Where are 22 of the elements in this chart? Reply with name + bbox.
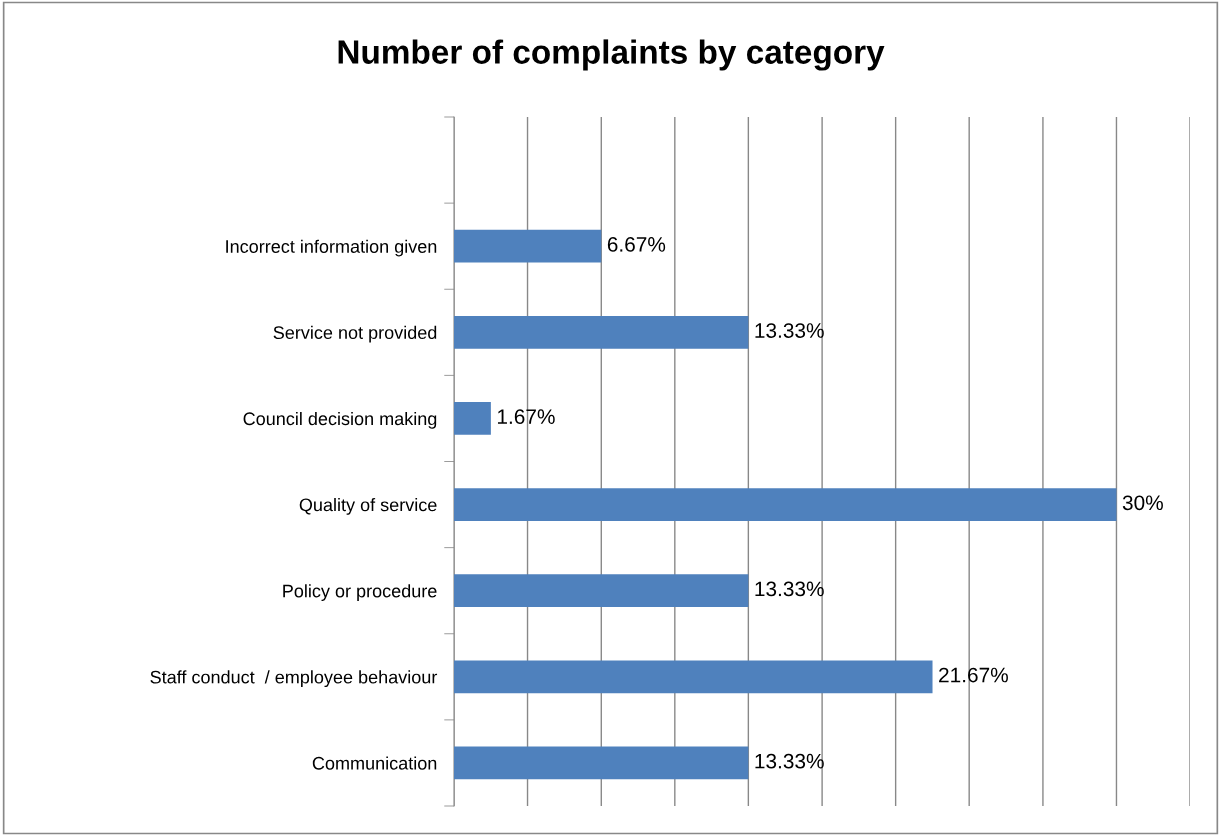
bar <box>454 229 602 263</box>
data-label: 13.33% <box>755 581 824 597</box>
bar <box>454 660 933 694</box>
y-tick-label: Policy or procedure <box>283 584 437 601</box>
bar <box>454 488 1117 521</box>
y-tick-label: Staff conduct / employee behaviour <box>150 670 438 688</box>
bar <box>454 315 749 349</box>
bar <box>454 402 491 435</box>
data-label: 13.33% <box>755 753 824 769</box>
chart-title: Number of complaints by category <box>338 39 885 71</box>
y-tick-label: Communication <box>312 756 437 770</box>
data-label: 30% <box>1122 495 1163 511</box>
y-tick-label: Incorrect information given <box>226 239 437 257</box>
bar <box>454 574 749 608</box>
data-label: 21.67% <box>939 667 1008 683</box>
data-label: 13.33% <box>755 323 824 338</box>
bar <box>454 746 749 780</box>
y-tick-label: Service not provided <box>273 325 437 343</box>
y-tick-label: Quality of service <box>299 498 437 515</box>
data-label: 1.67% <box>497 409 555 425</box>
y-tick-label: Council decision making <box>243 411 437 429</box>
data-label: 6.67% <box>607 237 666 252</box>
